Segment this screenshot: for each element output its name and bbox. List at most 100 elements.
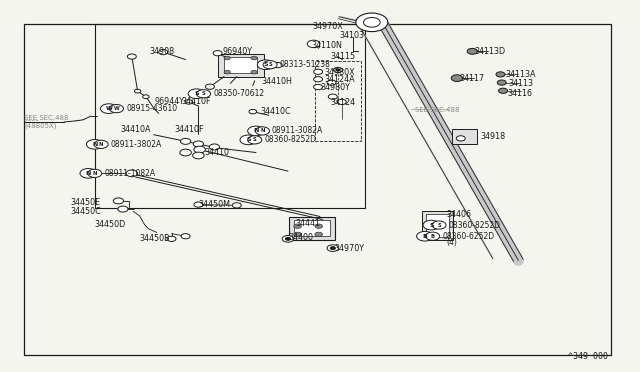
Text: 34410F: 34410F [174, 125, 204, 134]
Text: S: S [268, 62, 272, 67]
Text: N: N [86, 171, 91, 176]
Text: 34124: 34124 [330, 98, 355, 107]
Text: 34110N: 34110N [311, 41, 342, 50]
Text: N: N [92, 171, 97, 176]
Text: S: S [194, 91, 199, 96]
Circle shape [423, 220, 440, 230]
Text: SEE SEC.488: SEE SEC.488 [24, 115, 69, 121]
Circle shape [333, 67, 342, 73]
Circle shape [180, 149, 191, 156]
Text: W: W [106, 106, 112, 111]
Text: W: W [114, 106, 119, 111]
Text: 08350-70612: 08350-70612 [213, 89, 264, 98]
Circle shape [327, 80, 336, 85]
Circle shape [167, 236, 176, 241]
Circle shape [134, 89, 141, 93]
Circle shape [294, 232, 301, 237]
Circle shape [113, 198, 124, 204]
Circle shape [127, 54, 136, 59]
Circle shape [251, 56, 257, 60]
Circle shape [307, 40, 320, 48]
Circle shape [417, 231, 433, 241]
Circle shape [337, 99, 346, 105]
Circle shape [467, 48, 477, 54]
Text: 96940Y: 96940Y [223, 47, 253, 56]
Bar [426, 214, 449, 237]
Circle shape [100, 104, 117, 113]
Circle shape [224, 56, 230, 60]
Circle shape [330, 247, 335, 250]
Text: S: S [263, 62, 268, 67]
Circle shape [240, 135, 257, 145]
Text: 34410F: 34410F [182, 97, 211, 106]
Text: 34918: 34918 [480, 132, 505, 141]
Text: S: S [202, 91, 205, 96]
Text: 08360-6252D: 08360-6252D [442, 232, 494, 241]
Circle shape [194, 202, 203, 207]
Text: B: B [422, 234, 428, 239]
Circle shape [314, 69, 323, 74]
Text: N: N [253, 128, 259, 134]
Text: 34113D: 34113D [475, 47, 506, 56]
Circle shape [118, 206, 128, 212]
Circle shape [315, 224, 323, 228]
Text: 34450B: 34450B [140, 234, 170, 243]
Text: 34970X: 34970X [312, 22, 343, 31]
Text: 34103: 34103 [339, 31, 364, 40]
Text: N: N [260, 128, 265, 134]
Text: B: B [431, 234, 435, 239]
Circle shape [109, 105, 124, 113]
Circle shape [224, 70, 230, 74]
Circle shape [314, 77, 323, 82]
Circle shape [327, 245, 339, 251]
Text: 34970Y: 34970Y [334, 244, 364, 253]
Circle shape [194, 146, 205, 153]
Bar [95, 24, 365, 208]
Bar [452, 129, 477, 144]
Circle shape [193, 141, 204, 147]
Text: 08360-8252D: 08360-8252D [449, 221, 500, 230]
Text: 08911-3082A: 08911-3082A [272, 126, 323, 135]
Text: 34450D: 34450D [95, 220, 126, 229]
Circle shape [263, 61, 277, 69]
Text: 34450C: 34450C [70, 207, 101, 216]
Text: 34115: 34115 [330, 52, 355, 61]
Bar [218, 54, 264, 77]
Text: (4): (4) [447, 238, 458, 247]
Circle shape [248, 136, 262, 144]
Circle shape [456, 136, 465, 141]
Text: 34117: 34117 [460, 74, 484, 83]
Text: 34410A: 34410A [120, 125, 151, 134]
Text: 34980Y: 34980Y [320, 83, 350, 92]
Circle shape [209, 144, 220, 150]
Text: S: S [429, 222, 434, 228]
Text: 34116: 34116 [508, 89, 532, 97]
Text: 08915-43610: 08915-43610 [126, 104, 177, 113]
Text: 34410: 34410 [205, 148, 230, 157]
Circle shape [257, 60, 274, 70]
Text: 34113A: 34113A [506, 70, 536, 79]
Bar [315, 61, 361, 141]
Text: N: N [99, 142, 104, 147]
Circle shape [294, 224, 301, 228]
Text: (48805X): (48805X) [24, 122, 57, 129]
Circle shape [249, 109, 257, 114]
Text: S: S [253, 137, 257, 142]
Circle shape [364, 17, 380, 27]
Circle shape [88, 169, 102, 177]
Bar [422, 211, 453, 240]
Circle shape [315, 232, 323, 237]
Text: S: S [437, 222, 441, 228]
Circle shape [80, 169, 97, 178]
Circle shape [255, 127, 269, 135]
Text: 34441: 34441 [296, 219, 321, 228]
Text: 08911-3802A: 08911-3802A [111, 140, 162, 149]
Circle shape [94, 140, 108, 148]
Circle shape [497, 80, 506, 85]
Circle shape [196, 90, 211, 98]
Bar [224, 57, 257, 73]
Circle shape [426, 232, 440, 240]
Circle shape [180, 138, 191, 144]
Circle shape [248, 126, 264, 136]
Bar [294, 220, 330, 236]
